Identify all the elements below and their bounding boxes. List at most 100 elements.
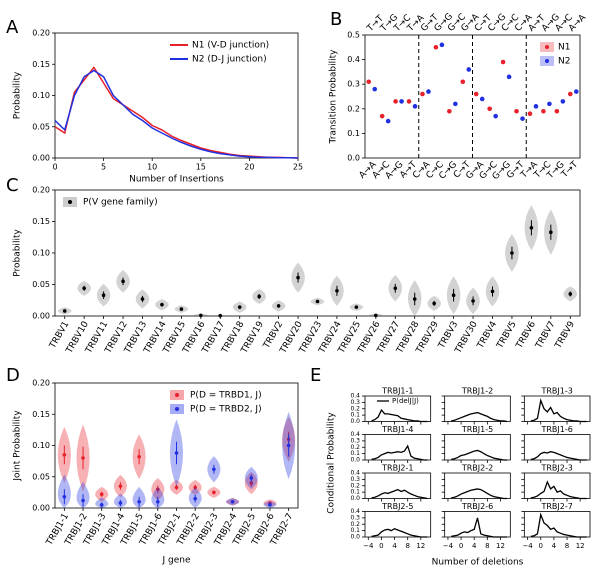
series-line xyxy=(371,527,428,538)
x-tick-label: −4 xyxy=(363,542,374,550)
plot-frame xyxy=(523,472,591,499)
y-tick-label: 0.1 xyxy=(350,412,360,419)
x-tick-label: −4 xyxy=(443,542,454,550)
mean-marker xyxy=(137,499,141,504)
x-axis-label: Number of deletions xyxy=(432,558,524,568)
plot-frame xyxy=(523,511,591,538)
mean-marker xyxy=(212,490,216,495)
y-tick-label: 0.0 xyxy=(347,154,360,163)
plot-frame xyxy=(523,395,591,422)
y-tick-label: 0.4 xyxy=(350,508,360,515)
y-tick-label: 0.0 xyxy=(350,457,360,464)
x-tick-label: 0 xyxy=(52,163,57,172)
y-tick-label: 0.2 xyxy=(350,444,360,451)
legend-label: P(D = TRBD2, J) xyxy=(190,405,262,415)
x-tick-label: 8 xyxy=(485,542,489,550)
mean-marker xyxy=(249,476,254,480)
x-tick-label: 12 xyxy=(576,542,585,550)
x-tick-label: 12 xyxy=(416,542,425,550)
data-point xyxy=(573,89,579,94)
legend-label: N1 (V-D junction) xyxy=(192,41,269,51)
plot-frame xyxy=(364,511,432,538)
y-tick-label: 0.05 xyxy=(32,280,50,289)
mean-marker xyxy=(62,309,67,313)
y-tick-label: 0.4 xyxy=(350,393,360,400)
x-axis-label: Number of Insertions xyxy=(129,175,224,185)
series-line xyxy=(371,444,428,461)
mean-marker xyxy=(490,289,495,294)
mean-marker xyxy=(193,496,197,501)
panel-title: TRBJ2-1 xyxy=(381,464,413,473)
panel-label: C xyxy=(6,175,19,196)
mean-marker xyxy=(99,492,104,497)
y-tick-label: 0.2 xyxy=(347,104,360,113)
mean-marker xyxy=(286,443,291,448)
series-line xyxy=(530,512,587,538)
mean-marker xyxy=(199,313,203,318)
mean-marker xyxy=(140,297,145,301)
mean-marker xyxy=(249,481,254,485)
y-tick-label: 0.4 xyxy=(350,431,360,438)
y-axis-label: Conditional Probability xyxy=(327,412,337,514)
plot-frame xyxy=(444,395,511,422)
y-tick-label: 0.1 xyxy=(347,129,360,138)
data-point xyxy=(554,108,560,114)
x-tick-label: 8 xyxy=(405,542,409,550)
legend-marker xyxy=(68,200,72,204)
mean-marker xyxy=(412,297,417,301)
mean-marker xyxy=(212,467,216,472)
plot-frame xyxy=(444,434,511,461)
x-tick-label: 5 xyxy=(101,163,106,172)
data-point xyxy=(372,86,378,92)
y-tick-label: 0.10 xyxy=(32,249,50,258)
mean-marker xyxy=(230,499,235,504)
panel-title: TRBJ1-5 xyxy=(461,425,493,434)
series-line xyxy=(451,411,508,423)
series-line xyxy=(451,449,508,461)
data-point xyxy=(506,74,512,80)
y-tick-label: 0.1 xyxy=(350,527,360,534)
data-point xyxy=(460,79,466,85)
plot-frame xyxy=(444,472,511,499)
y-tick-label: 0.15 xyxy=(32,60,50,69)
y-tick-label: 0.0 xyxy=(350,495,360,502)
mean-marker xyxy=(160,302,164,307)
panel-title: TRBJ1-4 xyxy=(381,425,413,434)
y-tick-label: 0.00 xyxy=(32,154,50,163)
y-tick-label: 0.0 xyxy=(350,418,360,425)
legend-label: N1 xyxy=(558,43,570,53)
y-tick-label: 0.2 xyxy=(350,405,360,412)
y-tick-label: 0.20 xyxy=(32,186,50,195)
plot-frame xyxy=(523,434,591,461)
data-point xyxy=(420,91,425,97)
mean-marker xyxy=(156,499,160,504)
data-point xyxy=(514,108,519,114)
panel-title: TRBJ2-7 xyxy=(540,502,572,511)
data-point xyxy=(447,108,452,114)
x-tick-label: 0 xyxy=(459,542,463,550)
panel-title: TRBJ1-3 xyxy=(540,387,572,396)
mean-marker xyxy=(81,456,85,460)
series-line xyxy=(451,488,508,500)
legend-label: P(V gene family) xyxy=(83,198,158,208)
y-tick-label: 0.3 xyxy=(350,399,360,406)
series-line xyxy=(530,480,587,500)
mean-marker xyxy=(81,498,85,503)
mean-marker xyxy=(335,289,339,293)
mean-marker xyxy=(218,313,223,318)
mean-marker xyxy=(118,501,123,505)
legend-label: N2 (D-J junction) xyxy=(192,55,267,65)
data-point xyxy=(567,91,573,97)
plot-frame xyxy=(54,189,581,317)
y-tick-label: 0.4 xyxy=(347,55,360,64)
x-tick-label: −4 xyxy=(522,542,533,550)
series-line xyxy=(451,517,508,538)
panel-title: TRBJ2-6 xyxy=(461,502,493,511)
x-tick-label: 4 xyxy=(552,542,557,550)
y-tick-label: 0.05 xyxy=(32,472,50,481)
mean-marker xyxy=(315,299,320,304)
data-point xyxy=(520,116,525,121)
data-point xyxy=(366,79,372,85)
mean-marker xyxy=(529,226,534,230)
data-point xyxy=(439,42,445,48)
